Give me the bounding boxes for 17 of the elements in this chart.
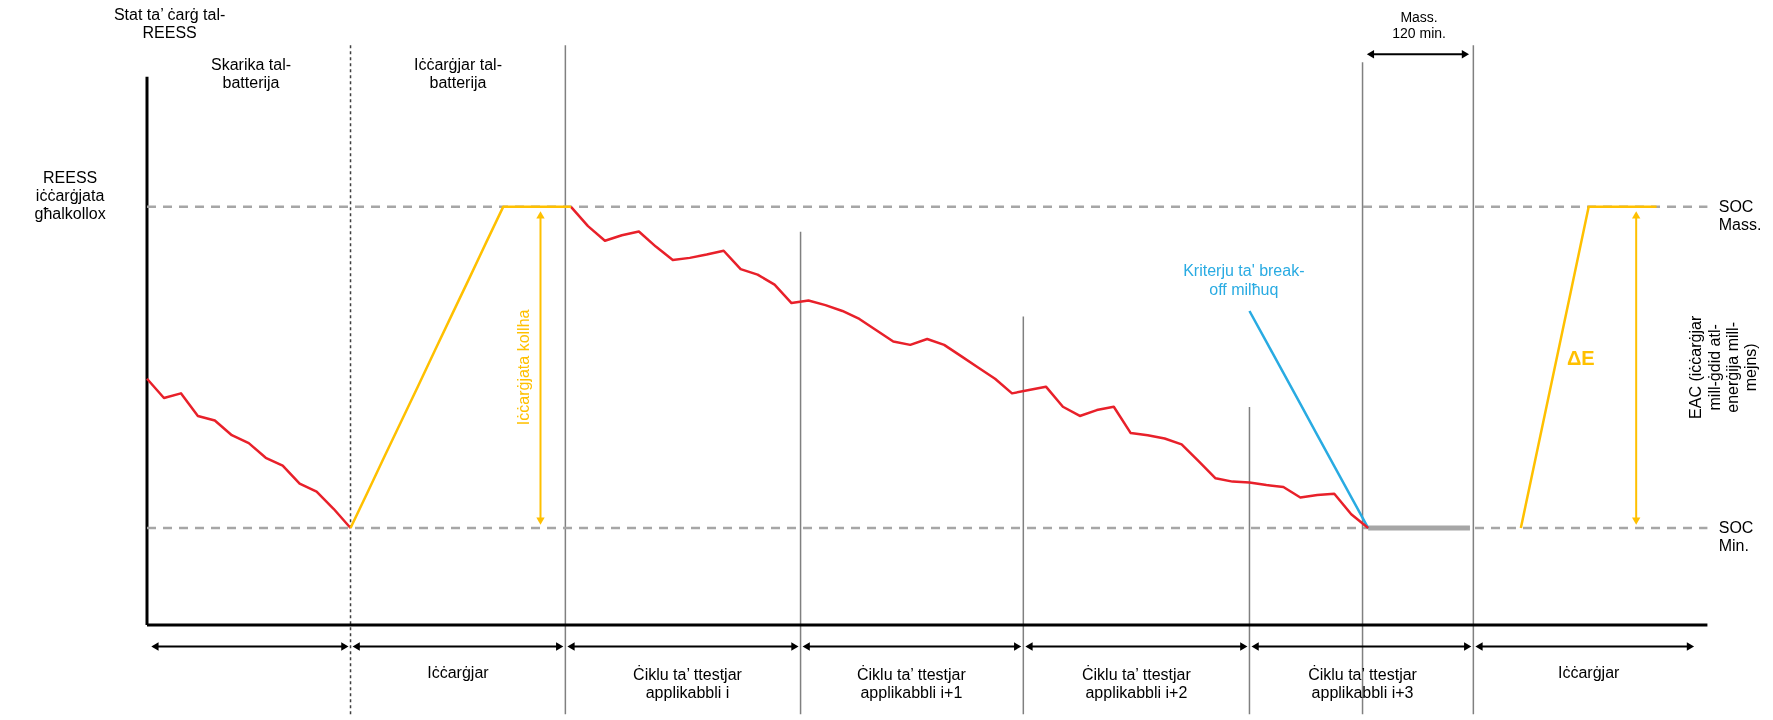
text: Mass. 120 min. — [1392, 9, 1446, 42]
text: Ċiklu ta’ ttestjar applikabbli i+1 — [856, 663, 967, 702]
ref-line-label: SOC Min. — [1718, 519, 1754, 555]
text: Iċċarġjar — [427, 663, 490, 681]
text: Skarika tal- batterija — [211, 55, 292, 91]
text: Ċiklu ta’ ttestjar applikabbli i+3 — [1308, 663, 1418, 702]
annotation: EAC (iċċarġjar mill-ġdid atl- enerġija mill- mejns) — [1687, 315, 1760, 419]
text: Iċċarġjar — [1558, 663, 1621, 681]
annotation: ΔE — [1566, 347, 1595, 370]
ref-line-label: SOC Mass. — [1718, 197, 1762, 234]
text: Iċċarġjar tal- batterija — [413, 55, 502, 91]
text: Ċiklu ta’ ttestjar applikabbli i+2 — [1082, 663, 1192, 702]
text: REESS iċċarġjata għalkollox — [34, 168, 106, 223]
text: Stat ta’ ċarġ tal- REESS — [113, 5, 226, 42]
annotation: Iċċarġjata kollha — [514, 309, 532, 426]
annotation: Kriterju ta' break- off milħuq — [1183, 262, 1305, 298]
text: Ċiklu ta’ ttestjar applikabbli i — [633, 663, 743, 702]
